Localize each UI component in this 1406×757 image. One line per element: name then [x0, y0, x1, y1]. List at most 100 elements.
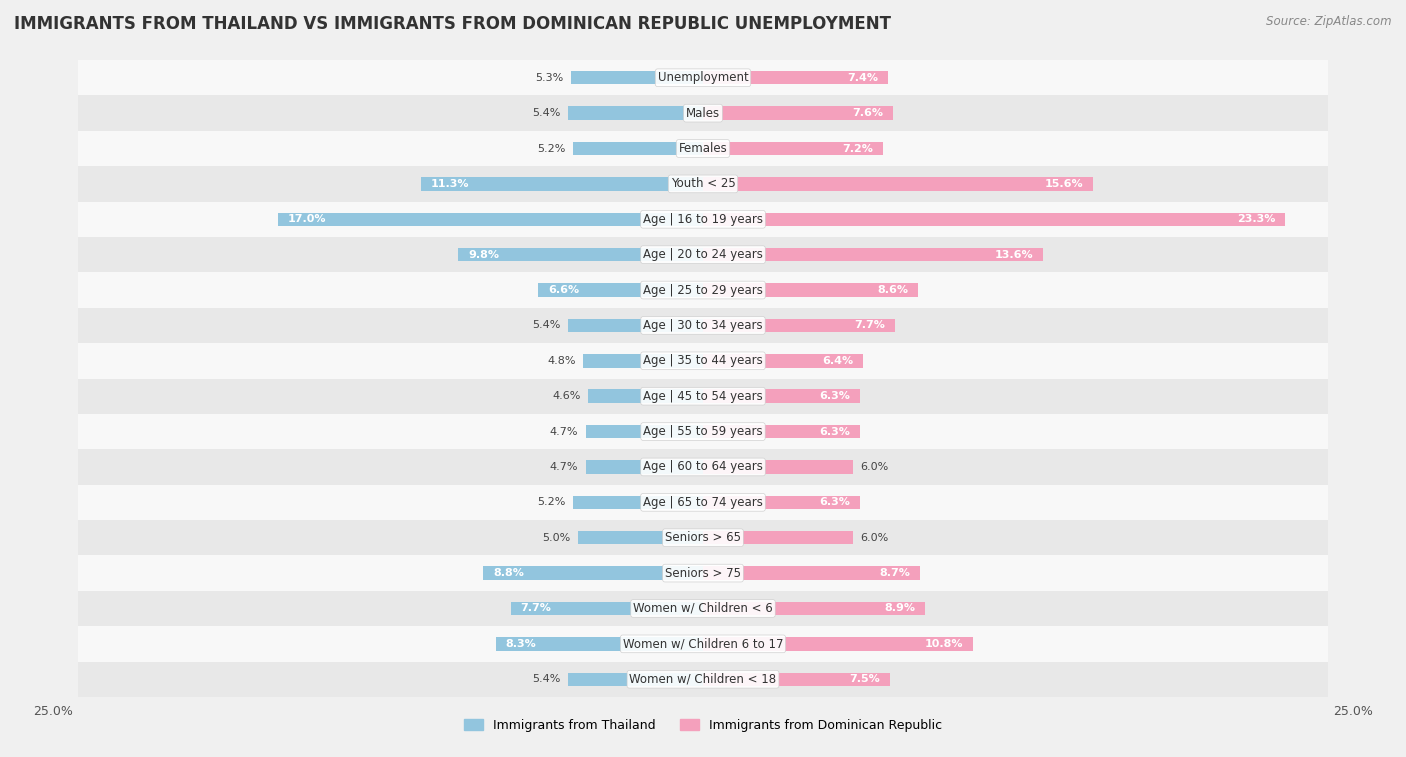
Bar	[568, 107, 703, 120]
Text: Women w/ Children < 6: Women w/ Children < 6	[633, 602, 773, 615]
Bar	[79, 167, 1327, 201]
Text: 5.2%: 5.2%	[537, 144, 565, 154]
Text: 4.7%: 4.7%	[550, 462, 578, 472]
Text: 11.3%: 11.3%	[430, 179, 470, 189]
Text: IMMIGRANTS FROM THAILAND VS IMMIGRANTS FROM DOMINICAN REPUBLIC UNEMPLOYMENT: IMMIGRANTS FROM THAILAND VS IMMIGRANTS F…	[14, 15, 891, 33]
Bar	[703, 460, 853, 474]
Text: 7.4%: 7.4%	[846, 73, 877, 83]
Bar	[79, 484, 1327, 520]
Bar	[79, 556, 1327, 590]
Bar	[568, 672, 703, 686]
Text: 6.4%: 6.4%	[823, 356, 853, 366]
Text: Seniors > 65: Seniors > 65	[665, 531, 741, 544]
Bar	[79, 590, 1327, 626]
Text: 15.6%: 15.6%	[1045, 179, 1083, 189]
Bar	[79, 662, 1327, 697]
Text: 23.3%: 23.3%	[1237, 214, 1275, 224]
Text: Women w/ Children < 18: Women w/ Children < 18	[630, 673, 776, 686]
Text: 13.6%: 13.6%	[994, 250, 1033, 260]
Bar	[703, 672, 890, 686]
Bar	[79, 273, 1327, 308]
Bar	[703, 566, 921, 580]
Bar	[703, 637, 973, 650]
Text: 5.4%: 5.4%	[531, 108, 561, 118]
Bar	[588, 389, 703, 403]
Text: Age | 60 to 64 years: Age | 60 to 64 years	[643, 460, 763, 473]
Text: 6.0%: 6.0%	[860, 533, 889, 543]
Bar	[484, 566, 703, 580]
Bar	[458, 248, 703, 261]
Bar	[79, 626, 1327, 662]
Text: 10.8%: 10.8%	[925, 639, 963, 649]
Text: Seniors > 75: Seniors > 75	[665, 566, 741, 580]
Text: Males: Males	[686, 107, 720, 120]
Bar	[583, 354, 703, 368]
Bar	[79, 378, 1327, 414]
Bar	[79, 131, 1327, 167]
Text: Women w/ Children 6 to 17: Women w/ Children 6 to 17	[623, 637, 783, 650]
Text: 8.6%: 8.6%	[877, 285, 908, 295]
Text: 4.6%: 4.6%	[553, 391, 581, 401]
Text: 4.7%: 4.7%	[550, 427, 578, 437]
Bar	[79, 449, 1327, 484]
Text: Youth < 25: Youth < 25	[671, 177, 735, 191]
Bar	[703, 531, 853, 544]
Text: Age | 35 to 44 years: Age | 35 to 44 years	[643, 354, 763, 367]
Text: 6.3%: 6.3%	[820, 497, 851, 507]
Bar	[420, 177, 703, 191]
Text: Age | 55 to 59 years: Age | 55 to 59 years	[643, 425, 763, 438]
Text: 25.0%: 25.0%	[1333, 705, 1372, 718]
Bar	[585, 425, 703, 438]
Bar	[703, 248, 1043, 261]
Text: 5.3%: 5.3%	[534, 73, 562, 83]
Bar	[79, 414, 1327, 449]
Text: 17.0%: 17.0%	[288, 214, 326, 224]
Text: Age | 65 to 74 years: Age | 65 to 74 years	[643, 496, 763, 509]
Bar	[278, 213, 703, 226]
Bar	[703, 213, 1285, 226]
Bar	[703, 107, 893, 120]
Bar	[703, 496, 860, 509]
Bar	[703, 425, 860, 438]
Bar	[703, 319, 896, 332]
Text: 7.7%: 7.7%	[855, 320, 886, 330]
Bar	[703, 354, 863, 368]
Text: 5.4%: 5.4%	[531, 320, 561, 330]
Text: 6.6%: 6.6%	[548, 285, 579, 295]
Bar	[578, 531, 703, 544]
Bar	[79, 343, 1327, 378]
Bar	[585, 460, 703, 474]
Text: 7.7%: 7.7%	[520, 603, 551, 613]
Text: Source: ZipAtlas.com: Source: ZipAtlas.com	[1267, 15, 1392, 28]
Text: Females: Females	[679, 142, 727, 155]
Bar	[574, 142, 703, 155]
Bar	[79, 60, 1327, 95]
Bar	[703, 142, 883, 155]
Bar	[510, 602, 703, 615]
Text: 9.8%: 9.8%	[468, 250, 499, 260]
Text: 25.0%: 25.0%	[34, 705, 73, 718]
Bar	[79, 95, 1327, 131]
Bar	[79, 308, 1327, 343]
Text: 6.3%: 6.3%	[820, 427, 851, 437]
Text: 8.7%: 8.7%	[880, 568, 911, 578]
Text: Age | 25 to 29 years: Age | 25 to 29 years	[643, 284, 763, 297]
Bar	[538, 283, 703, 297]
Text: Age | 20 to 24 years: Age | 20 to 24 years	[643, 248, 763, 261]
Text: 5.2%: 5.2%	[537, 497, 565, 507]
Text: 5.0%: 5.0%	[543, 533, 571, 543]
Bar	[79, 237, 1327, 273]
Text: 7.6%: 7.6%	[852, 108, 883, 118]
Text: Age | 16 to 19 years: Age | 16 to 19 years	[643, 213, 763, 226]
Bar	[703, 602, 925, 615]
Bar	[79, 520, 1327, 556]
Text: 8.3%: 8.3%	[506, 639, 536, 649]
Bar	[703, 177, 1092, 191]
Text: 5.4%: 5.4%	[531, 674, 561, 684]
Text: 6.0%: 6.0%	[860, 462, 889, 472]
Legend: Immigrants from Thailand, Immigrants from Dominican Republic: Immigrants from Thailand, Immigrants fro…	[458, 714, 948, 737]
Text: 7.5%: 7.5%	[849, 674, 880, 684]
Text: 8.9%: 8.9%	[884, 603, 915, 613]
Text: 8.8%: 8.8%	[494, 568, 524, 578]
Bar	[571, 71, 703, 85]
